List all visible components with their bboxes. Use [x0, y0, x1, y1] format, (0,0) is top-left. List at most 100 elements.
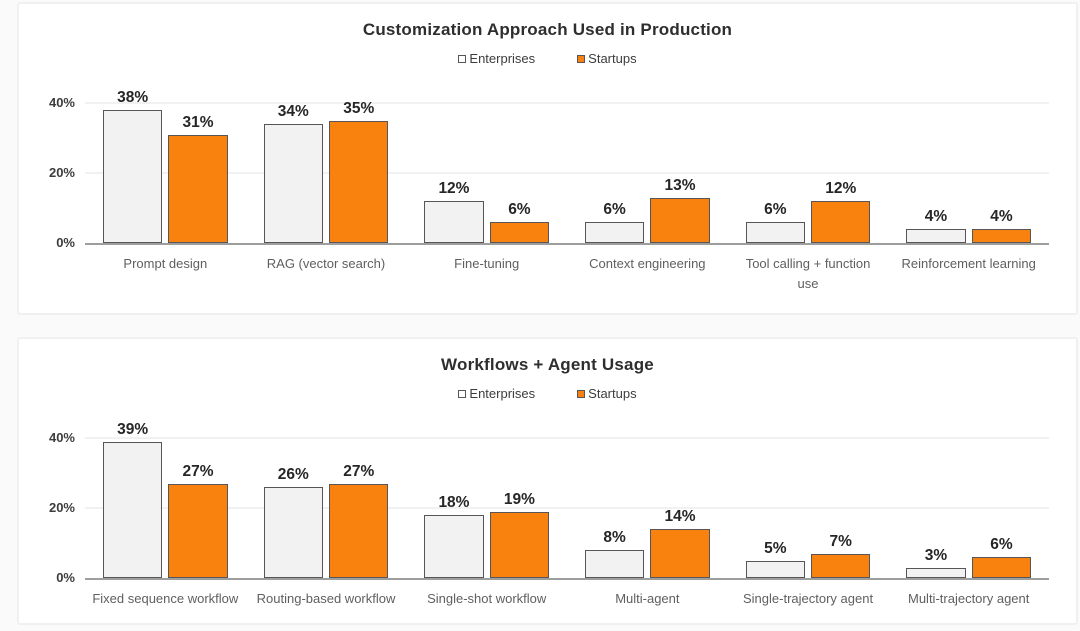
- customization-chart-card: Customization Approach Used in Productio…: [17, 2, 1078, 315]
- bar-enterprises: 18%: [424, 494, 484, 578]
- startups-swatch-icon: [577, 389, 586, 398]
- gridline: [85, 102, 1049, 104]
- value-label: 34%: [277, 103, 309, 120]
- bar-startups: 7%: [811, 533, 871, 578]
- category-group: 38% 31%: [85, 89, 246, 243]
- bar-enterprises: 38%: [102, 89, 163, 243]
- value-label: 35%: [343, 99, 375, 117]
- enterprises-swatch-icon: [458, 389, 467, 398]
- category-group: 6% 12%: [728, 103, 889, 243]
- category-groups: 38% 31% 34% 35% 12% 6% 6% 13% 6% 12% 4% 4%: [85, 89, 1049, 243]
- bar-startups: 6%: [489, 201, 550, 243]
- category-group: 39% 27%: [85, 421, 246, 578]
- category-group: 18% 19%: [406, 438, 567, 578]
- chart-plot-row: 0% 20% 40% 38% 31% 34% 35% 12% 6% 6% 13% 6% 12% 4% 4%: [19, 89, 1076, 250]
- bar-enterprises: 39%: [102, 421, 163, 578]
- category-label: Fixed sequence workflow: [92, 591, 239, 606]
- bar-startups: 12%: [811, 180, 871, 243]
- value-label: 27%: [182, 462, 214, 480]
- bar-enterprises: 12%: [424, 180, 484, 243]
- enterprises-swatch-icon: [458, 54, 467, 63]
- value-label: 12%: [825, 180, 857, 197]
- value-label: 4%: [924, 208, 948, 225]
- legend-item-enterprises: Enterprises: [458, 51, 535, 66]
- bar-enterprises: 8%: [584, 529, 645, 578]
- bar-enterprises: 34%: [263, 103, 323, 243]
- value-label: 6%: [764, 201, 787, 218]
- bar-enterprises: 26%: [263, 466, 323, 578]
- category-label: Reinforcement learning: [901, 256, 1036, 271]
- bar-startups: 35%: [329, 100, 389, 243]
- gridline: [85, 172, 1049, 174]
- value-label: 3%: [924, 546, 948, 564]
- legend-label-enterprises: Enterprises: [469, 386, 536, 401]
- y-tick-label: 0%: [56, 570, 75, 585]
- value-label: 6%: [990, 536, 1013, 553]
- category-group: 4% 4%: [888, 103, 1049, 243]
- legend-item-startups: Startups: [577, 386, 637, 401]
- gridline: [85, 507, 1049, 509]
- value-label: 19%: [503, 490, 535, 508]
- x-axis: Prompt design RAG (vector search) Fine-tun…: [19, 254, 1076, 293]
- bar-startups: 27%: [329, 463, 389, 578]
- value-label: 13%: [664, 176, 696, 194]
- category-label: Context engineering: [589, 256, 706, 271]
- value-label: 18%: [438, 494, 470, 511]
- category-label: Single-shot workflow: [427, 591, 547, 606]
- value-label: 39%: [117, 420, 149, 438]
- value-label: 12%: [438, 180, 470, 197]
- chart-legend: Enterprises Startups: [19, 386, 1076, 401]
- category-label: Multi-trajectory agent: [908, 591, 1030, 606]
- category-group: 8% 14%: [567, 438, 728, 578]
- plot-area: 39% 27% 26% 27% 18% 19% 8% 14% 5% 7% 3% 6%: [85, 421, 1049, 580]
- category-label: Prompt design: [123, 256, 208, 271]
- bar-startups: 14%: [650, 508, 710, 578]
- value-label: 38%: [117, 89, 149, 106]
- bar-startups: 6%: [971, 536, 1032, 578]
- y-tick-label: 40%: [48, 95, 75, 110]
- bar-startups: 31%: [168, 114, 228, 243]
- y-tick-label: 40%: [48, 430, 75, 445]
- bar-startups: 13%: [650, 177, 710, 243]
- category-group: 12% 6%: [406, 103, 567, 243]
- bar-enterprises: 5%: [745, 540, 806, 578]
- legend-label-enterprises: Enterprises: [469, 51, 536, 66]
- bar-startups: 4%: [971, 208, 1032, 243]
- category-label: Routing-based workflow: [256, 591, 396, 606]
- value-label: 7%: [829, 532, 852, 550]
- value-label: 14%: [664, 508, 696, 525]
- category-group: 6% 13%: [567, 103, 728, 243]
- bar-enterprises: 3%: [906, 547, 966, 578]
- bar-startups: 27%: [168, 463, 228, 578]
- y-tick-label: 20%: [48, 165, 75, 180]
- value-label: 8%: [603, 529, 626, 546]
- chart-title: Workflows + Agent Usage: [441, 355, 654, 374]
- y-tick-label: 20%: [48, 500, 75, 515]
- category-label: RAG (vector search): [266, 256, 386, 271]
- category-group: 5% 7%: [728, 438, 889, 578]
- value-label: 5%: [764, 539, 787, 557]
- bar-chart-workflows: 0% 20% 40% 39% 27% 26% 27% 18% 19% 8% 14% 5% 7% 3% 6% F…: [19, 421, 1076, 609]
- legend-label-startups: Startups: [588, 51, 637, 66]
- legend-item-startups: Startups: [577, 51, 637, 66]
- workflows-chart-card: Workflows + Agent Usage Enterprises Star…: [17, 337, 1078, 625]
- category-group: 26% 27%: [246, 438, 407, 578]
- value-label: 4%: [990, 208, 1013, 225]
- legend-label-startups: Startups: [588, 386, 637, 401]
- chart-legend: Enterprises Startups: [19, 51, 1076, 66]
- legend-item-enterprises: Enterprises: [458, 386, 535, 401]
- value-label: 6%: [508, 201, 531, 218]
- value-label: 6%: [603, 201, 626, 218]
- category-label: Multi-agent: [615, 591, 680, 606]
- category-groups: 39% 27% 26% 27% 18% 19% 8% 14% 5% 7% 3% 6%: [85, 421, 1049, 578]
- y-axis: 0% 20% 40%: [19, 430, 85, 585]
- category-label: Single-trajectory agent: [742, 591, 874, 606]
- bar-chart-customization: 0% 20% 40% 38% 31% 34% 35% 12% 6% 6% 13% 6% 12% 4% 4% P…: [19, 89, 1076, 293]
- bar-enterprises: 4%: [906, 208, 966, 243]
- category-group: 34% 35%: [246, 100, 407, 243]
- bar-enterprises: 6%: [745, 201, 806, 243]
- bar-startups: 19%: [489, 491, 550, 578]
- plot-area: 38% 31% 34% 35% 12% 6% 6% 13% 6% 12% 4% 4%: [85, 89, 1049, 245]
- x-axis: Fixed sequence workflow Routing-based wor…: [19, 589, 1076, 609]
- startups-swatch-icon: [577, 54, 586, 63]
